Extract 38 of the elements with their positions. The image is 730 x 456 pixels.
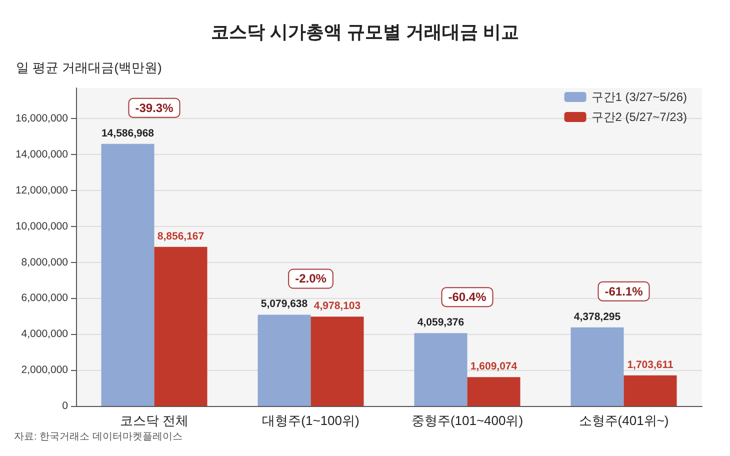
y-tick-label: 16,000,000	[15, 112, 68, 125]
y-tick-label: 0	[62, 400, 68, 412]
bar	[467, 377, 520, 406]
bar	[101, 144, 154, 406]
y-tick-label: 2,000,000	[21, 364, 68, 376]
bar	[258, 314, 311, 406]
annotation: -39.3%	[135, 100, 174, 115]
data-label: 4,978,103	[314, 300, 361, 312]
annotation: -60.4%	[448, 290, 487, 304]
data-label: 8,856,167	[157, 230, 204, 242]
x-tick-label: 대형주(1~100위)	[262, 413, 360, 428]
annotation: -61.1%	[604, 284, 644, 298]
y-tick-label: 12,000,000	[15, 184, 68, 196]
y-tick-label: 8,000,000	[21, 256, 68, 268]
bar	[414, 333, 468, 406]
x-tick-label: 코스닥 전체	[120, 413, 189, 428]
data-label: 14,586,968	[101, 127, 154, 140]
data-label: 4,059,376	[417, 316, 464, 329]
bar	[570, 327, 624, 406]
legend-label: 구간2 (5/27~7/23)	[591, 110, 688, 124]
bar	[154, 246, 208, 406]
x-tick-label: 중형주(101~400위)	[411, 413, 524, 428]
data-label: 1,703,611	[627, 358, 674, 371]
y-tick-label: 14,000,000	[15, 148, 68, 160]
y-axis-title: 일 평균 거래대금(백만원)	[16, 60, 162, 75]
annotation: -2.0%	[295, 272, 327, 286]
bar	[624, 375, 677, 406]
data-label: 4,378,295	[574, 310, 621, 323]
data-label: 1,609,074	[470, 360, 518, 373]
bar	[310, 316, 364, 406]
legend-label: 구간1 (3/27~5/26)	[591, 90, 688, 104]
data-label: 5,079,638	[260, 298, 308, 310]
y-tick-label: 10,000,000	[15, 220, 68, 232]
chart-title: 코스닥 시가총액 규모별 거래대금 비교	[210, 22, 520, 42]
text: 자료: 한국거래소 데이터마켓플레이스	[14, 432, 182, 442]
y-tick-label: 4,000,000	[21, 328, 68, 340]
x-tick-label: 소형주(401위~)	[578, 413, 669, 428]
y-tick-label: 6,000,000	[21, 292, 68, 304]
